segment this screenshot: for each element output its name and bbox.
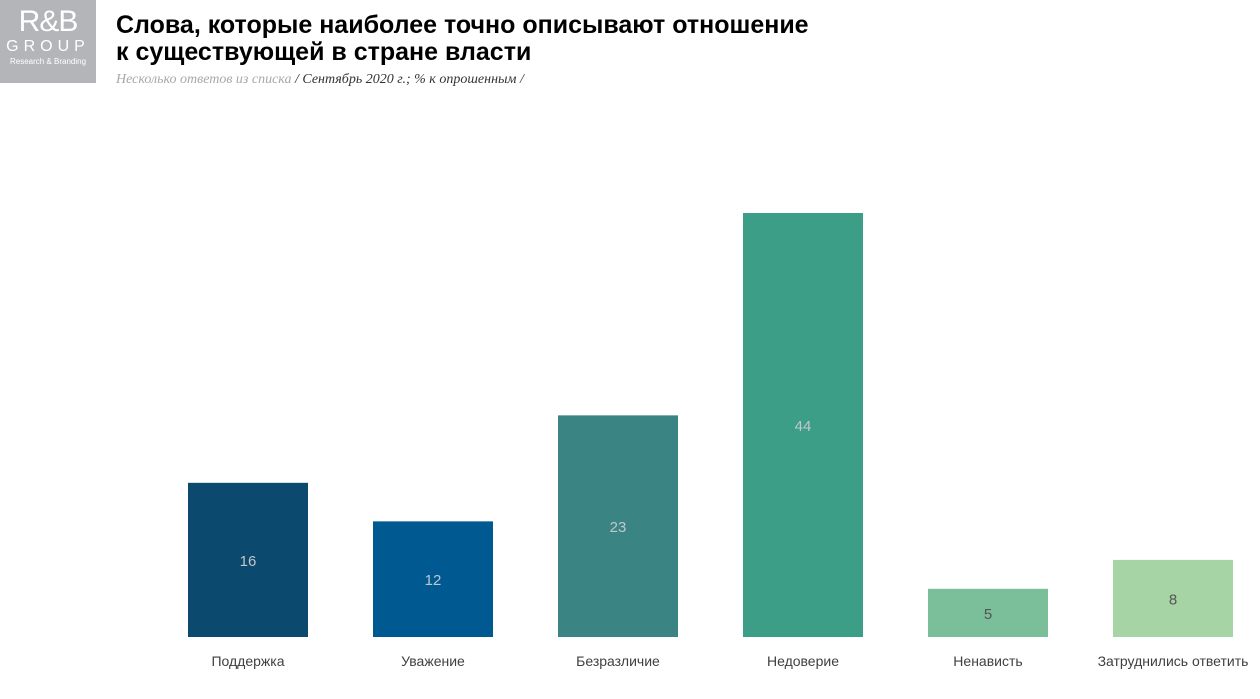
chart-title: Слова, которые наиболее точно описывают … xyxy=(116,12,809,66)
bar-5 xyxy=(1113,559,1233,637)
bar-0 xyxy=(188,482,308,637)
data-label-1: 12 xyxy=(425,572,442,589)
subtitle-date: / Сентябрь 2020 г.; % к опрошенным / xyxy=(291,72,524,87)
chart-subtitle: Несколько ответов из списка / Сентябрь 2… xyxy=(116,72,524,88)
data-label-2: 23 xyxy=(610,519,627,536)
logo-line3: Research & Branding xyxy=(9,57,87,66)
bar-3 xyxy=(743,213,863,637)
bar-2 xyxy=(558,415,678,637)
category-label-4: Ненависть xyxy=(953,653,1022,669)
logo: R&B GROUP Research & Branding xyxy=(0,0,96,83)
title-line2: к существующей в стране власти xyxy=(116,38,532,66)
category-label-1: Уважение xyxy=(401,653,465,669)
logo-line1: R&B xyxy=(18,5,79,38)
logo-line2: GROUP xyxy=(6,38,90,55)
category-label-0: Поддержка xyxy=(211,653,284,669)
subtitle-note: Несколько ответов из списка xyxy=(116,72,292,87)
title-line1: Слова, которые наиболее точно описывают … xyxy=(116,11,809,39)
category-label-5: Затруднились ответить xyxy=(1098,653,1249,669)
data-label-5: 8 xyxy=(1169,591,1177,608)
data-label-4: 5 xyxy=(984,606,992,623)
bar-4 xyxy=(928,588,1048,637)
bar-1 xyxy=(373,521,493,637)
category-label-3: Недоверие xyxy=(767,653,839,669)
data-label-0: 16 xyxy=(240,553,257,570)
category-label-2: Безразличие xyxy=(576,653,660,669)
data-label-3: 44 xyxy=(795,418,812,435)
